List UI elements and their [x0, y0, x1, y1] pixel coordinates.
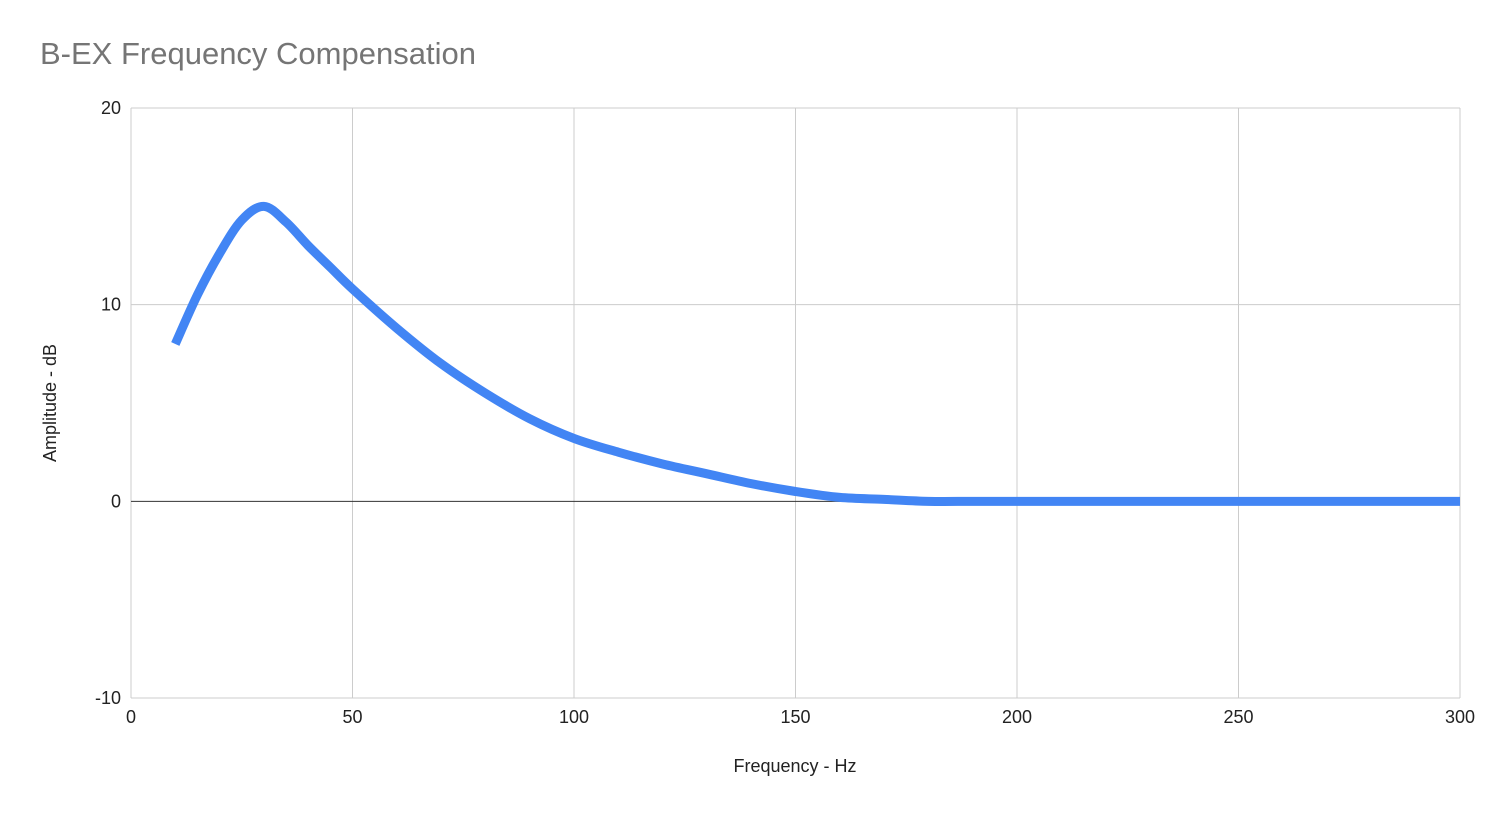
- y-tick-label: 10: [101, 295, 121, 315]
- y-axis-title: Amplitude - dB: [40, 344, 60, 462]
- x-tick-label: 250: [1223, 707, 1253, 727]
- x-tick-label: 0: [126, 707, 136, 727]
- x-axis-title: Frequency - Hz: [733, 756, 856, 776]
- series-layer: [171, 201, 1460, 506]
- x-tick-label: 200: [1002, 707, 1032, 727]
- y-tick-label: 20: [101, 98, 121, 118]
- x-tick-label: 150: [780, 707, 810, 727]
- y-tick-label: 0: [111, 491, 121, 511]
- series-line: [171, 201, 1460, 506]
- chart-title: B-EX Frequency Compensation: [40, 36, 476, 71]
- y-tick-label: -10: [95, 688, 121, 708]
- x-tick-label: 100: [559, 707, 589, 727]
- x-tick-label: 50: [342, 707, 362, 727]
- grid: [130, 107, 1461, 699]
- x-tick-label: 300: [1445, 707, 1475, 727]
